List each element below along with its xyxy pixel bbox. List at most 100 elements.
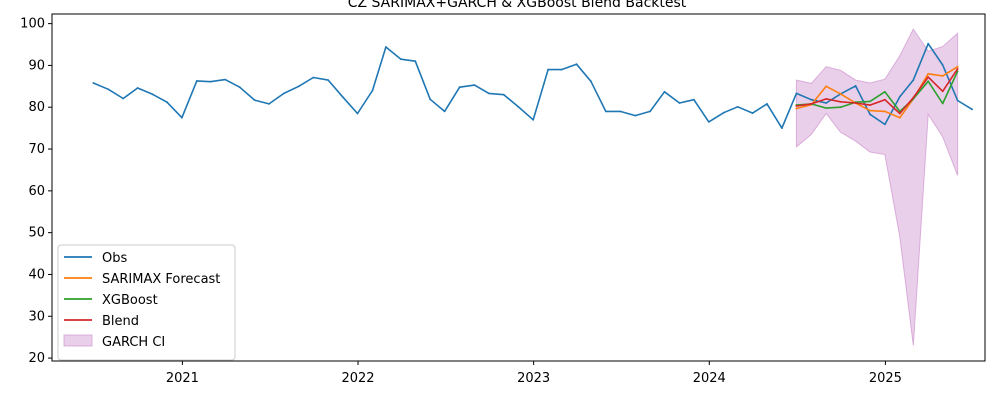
y-axis: 20 30 40 50 60 70 80 90 100 <box>20 17 52 366</box>
obs-point <box>693 98 695 101</box>
xgboost-point <box>869 100 871 103</box>
obs-point <box>912 79 915 81</box>
obs-point <box>971 108 973 111</box>
y-tick-label: 90 <box>28 58 45 73</box>
obs-point <box>195 80 198 82</box>
y-tick-label: 20 <box>28 351 45 366</box>
xgboost-point <box>825 107 828 109</box>
obs-point <box>560 68 563 71</box>
obs-point <box>927 42 930 45</box>
obs-point <box>341 95 344 98</box>
obs-point <box>532 118 535 121</box>
obs-point <box>869 113 871 116</box>
sarimax-forecast-point <box>956 65 959 68</box>
obs-point <box>956 99 959 102</box>
legend-label-garch-ci: GARCH CI <box>102 335 165 350</box>
x-tick-label: 2025 <box>869 371 902 386</box>
blend-point <box>884 98 886 101</box>
sarimax-forecast-point <box>941 75 944 77</box>
blend-point <box>810 103 813 105</box>
sarimax-forecast-point <box>869 109 871 112</box>
blend-point <box>869 104 871 106</box>
obs-point <box>736 105 739 108</box>
obs-point <box>209 80 212 83</box>
obs-point <box>751 112 754 114</box>
obs-point <box>151 93 154 96</box>
obs-point <box>810 98 813 101</box>
obs-point <box>356 112 359 115</box>
xgboost-point <box>884 90 886 93</box>
legend-label-xgboost: XGBoost <box>102 293 158 308</box>
blend-point <box>912 96 915 99</box>
obs-point <box>678 102 681 104</box>
obs-point <box>547 68 549 71</box>
plot-frame <box>51 13 986 362</box>
obs-point <box>238 86 241 89</box>
blend-point <box>839 100 842 103</box>
obs-point <box>166 101 168 104</box>
sarimax-forecast-line <box>795 65 959 119</box>
obs-point <box>224 78 227 81</box>
blend-point <box>898 112 901 115</box>
obs-point <box>575 63 578 66</box>
sarimax-forecast-point <box>795 107 798 110</box>
obs-point <box>941 64 944 66</box>
obs-point <box>473 84 476 86</box>
obs-point <box>663 90 666 93</box>
obs-point <box>107 88 110 91</box>
obs-point <box>297 85 300 88</box>
blend-point <box>854 102 857 104</box>
blend-point <box>825 98 828 100</box>
y-tick-label: 40 <box>28 267 45 282</box>
x-tick-label: 2022 <box>341 371 374 386</box>
obs-point <box>517 105 520 108</box>
xgboost-point <box>839 106 842 109</box>
blend-series <box>795 67 959 115</box>
y-tick-label: 60 <box>28 184 45 199</box>
sarimax-forecast-point <box>898 116 901 119</box>
obs-point <box>884 123 886 126</box>
y-tick-label: 80 <box>28 100 45 115</box>
obs-point <box>371 89 374 92</box>
obs-point <box>429 98 432 101</box>
obs-point <box>268 103 270 105</box>
obs-point <box>634 114 637 117</box>
y-tick-label: 70 <box>28 142 45 157</box>
obs-point <box>181 116 183 119</box>
legend-label-sarimax-forecast: SARIMAX Forecast <box>102 272 220 287</box>
obs-point <box>604 110 607 113</box>
obs-point <box>283 92 285 95</box>
blend-point <box>941 90 944 93</box>
obs-point <box>854 85 857 87</box>
blend-point <box>795 105 798 107</box>
garch-ci-band-layer <box>795 28 959 346</box>
x-tick-label: 2021 <box>166 371 199 386</box>
obs-point <box>707 121 710 123</box>
obs-point <box>590 80 592 83</box>
x-tick-label: 2024 <box>693 371 726 386</box>
garch-ci-band <box>795 28 959 346</box>
legend-box <box>57 244 236 361</box>
obs-point <box>253 99 256 101</box>
obs-point <box>136 87 139 89</box>
blend-point <box>927 76 930 78</box>
obs-point <box>619 110 622 113</box>
y-tick-label: 100 <box>20 17 45 32</box>
obs-point <box>898 95 901 98</box>
legend-label-obs: Obs <box>102 251 127 266</box>
blend-point <box>956 67 959 70</box>
obs-point <box>122 97 125 100</box>
obs-point <box>502 93 505 96</box>
obs-point <box>795 92 798 95</box>
obs-point <box>312 76 315 79</box>
obs-point <box>825 102 828 104</box>
obs-point <box>649 110 651 113</box>
legend-swatch-garch-ci <box>63 334 93 347</box>
xgboost-point <box>927 80 930 83</box>
obs-point <box>458 86 461 89</box>
obs-point <box>327 79 330 81</box>
x-axis: 2021 2022 2023 2024 2025 <box>166 361 902 386</box>
x-tick-label: 2023 <box>517 371 550 386</box>
sarimax-forecast-point <box>825 85 828 88</box>
obs-point <box>92 82 95 84</box>
